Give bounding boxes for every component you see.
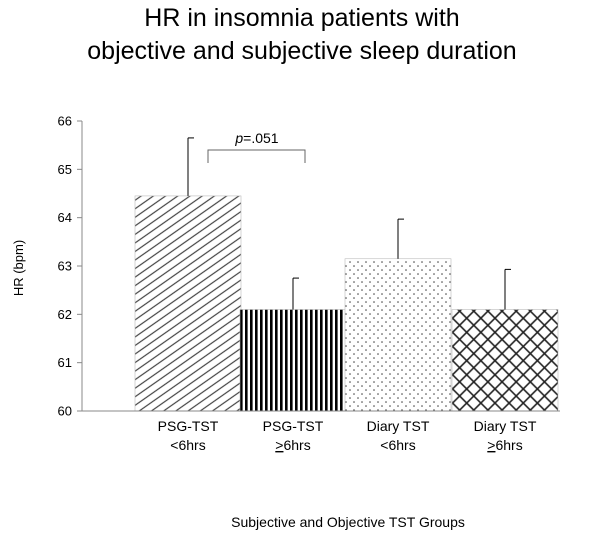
bar-3 xyxy=(344,258,452,412)
y-tick-label: 61 xyxy=(58,355,72,370)
y-tick-label: 66 xyxy=(58,114,72,129)
y-axis-ticks: 60 61 62 63 64 65 66 xyxy=(58,114,82,419)
category-label-line-2: >6hrs xyxy=(275,437,310,453)
significance-label: p=.051 xyxy=(234,130,278,146)
chart-title-line-2: objective and subjective sleep duration xyxy=(87,37,516,65)
category-labels: PSG-TST <6hrs PSG-TST >6hrs Diary TST <6hrs Di… xyxy=(158,418,537,453)
category-label-operator: > xyxy=(487,437,495,453)
bars xyxy=(134,195,559,412)
significance-annotation: p=.051 xyxy=(207,130,306,163)
category-label-operator: < xyxy=(170,437,178,453)
category-label-line-2: <6hrs xyxy=(170,437,205,453)
category-label-line-2: <6hrs xyxy=(380,437,415,453)
category-label-hours: 6hrs xyxy=(388,437,415,453)
category-label-line-2: >6hrs xyxy=(487,437,522,453)
category-label-hours: 6hrs xyxy=(495,437,522,453)
category-label-line-1: PSG-TST xyxy=(263,418,324,434)
error-bars xyxy=(187,137,511,310)
significance-p: p xyxy=(234,130,243,146)
y-tick-label: 64 xyxy=(58,210,72,225)
significance-value: =.051 xyxy=(243,130,279,146)
bar-2 xyxy=(239,309,347,412)
category-label-hours: 6hrs xyxy=(283,437,310,453)
chart-title: HR in insomnia patients with objective a… xyxy=(87,4,516,65)
bar-1 xyxy=(134,195,242,412)
y-tick-label: 60 xyxy=(58,404,72,419)
chart-title-line-1: HR in insomnia patients with xyxy=(144,4,459,32)
category-label-operator: < xyxy=(380,437,388,453)
x-axis-label: Subjective and Objective TST Groups xyxy=(231,514,465,530)
y-tick-label: 62 xyxy=(58,307,72,322)
y-tick-label: 63 xyxy=(58,259,72,274)
category-label-line-1: Diary TST xyxy=(474,418,537,434)
category-label-line-1: PSG-TST xyxy=(158,418,219,434)
category-label-hours: 6hrs xyxy=(178,437,205,453)
bar-4 xyxy=(451,309,559,412)
significance-bracket xyxy=(207,149,306,163)
category-label-operator: > xyxy=(275,437,283,453)
y-tick-label: 65 xyxy=(58,162,72,177)
y-axis-label: HR (bpm) xyxy=(11,240,26,296)
category-label-line-1: Diary TST xyxy=(367,418,430,434)
